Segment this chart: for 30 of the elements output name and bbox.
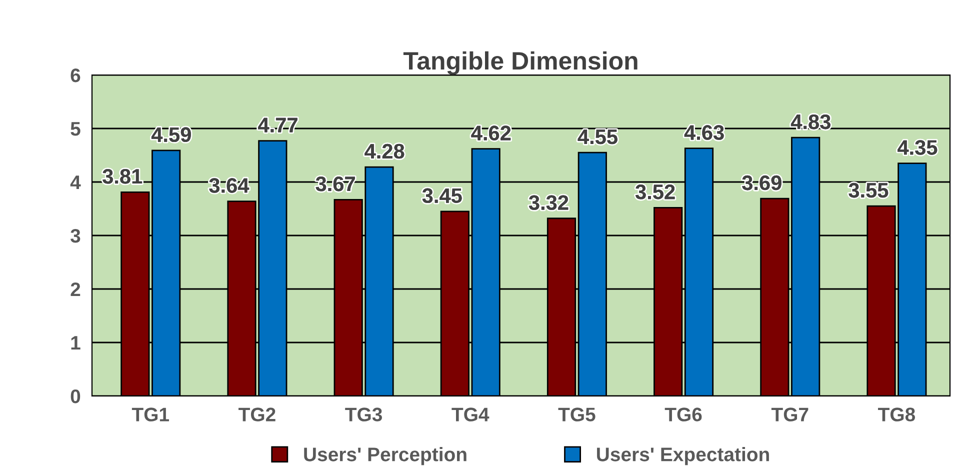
y-tick-label: 1 (71, 336, 80, 350)
y-tick-label: 4 (70, 176, 81, 190)
legend-label: Users' Perception (304, 447, 466, 466)
x-tick-label: TG5 (558, 408, 596, 422)
data-label: 3.81 (102, 169, 142, 184)
x-tick-label: TG3 (345, 408, 382, 422)
x-tick-label: TG6 (664, 408, 702, 422)
data-label: 4.62 (471, 126, 511, 140)
y-tick-label: 3 (70, 228, 80, 243)
legend-label: Users' Expectation (597, 447, 769, 466)
x-tick-label: TG2 (238, 408, 276, 422)
y-tick-label: 2 (70, 282, 80, 296)
data-label: 3.55 (848, 182, 888, 198)
y-tick-label: 6 (70, 68, 80, 82)
data-label: 3.32 (528, 195, 568, 210)
data-label: 4.63 (684, 125, 724, 140)
x-tick-label: TG8 (878, 408, 916, 422)
y-tick-label: 0 (70, 389, 80, 404)
data-label: 3.45 (422, 188, 462, 204)
data-label: 4.59 (151, 127, 191, 142)
x-tick-label: TG4 (452, 408, 490, 422)
y-tick-label: 5 (70, 122, 80, 136)
x-tick-label: TG7 (771, 408, 808, 422)
data-label: 4.55 (578, 130, 618, 144)
data-label: 4.28 (364, 144, 404, 159)
x-tick-label: TG1 (132, 408, 169, 422)
chart-title: Tangible Dimension (403, 51, 638, 75)
data-label: 4.35 (898, 140, 938, 155)
data-label: 4.83 (790, 114, 830, 130)
data-label: 3.52 (636, 184, 675, 200)
